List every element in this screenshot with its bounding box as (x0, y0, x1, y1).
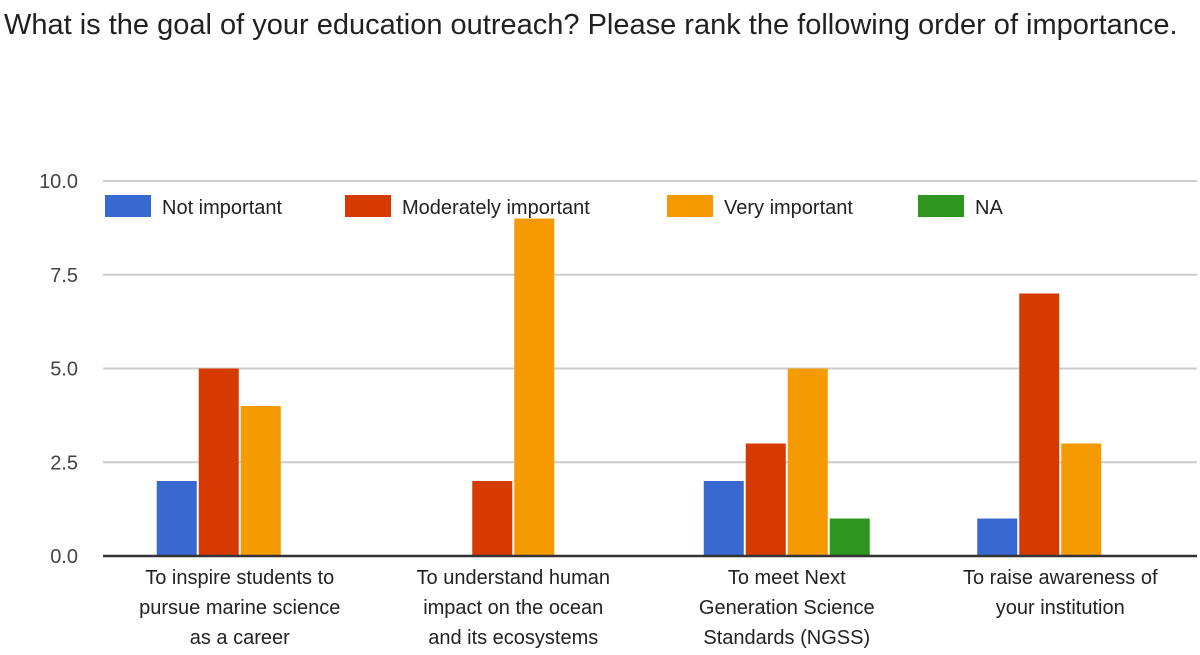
legend-swatch (667, 195, 713, 217)
x-tick-label: Standards (NGSS) (703, 627, 870, 649)
x-tick-label: and its ecosystems (428, 627, 598, 649)
bar-moderately-important (198, 368, 239, 556)
y-tick-label: 0.0 (50, 546, 78, 568)
x-tick-label: pursue marine science (139, 597, 340, 619)
legend-label: Moderately important (402, 197, 590, 219)
y-tick-label: 2.5 (50, 452, 78, 474)
bar-moderately-important (745, 443, 786, 556)
bar-very-important (514, 218, 555, 556)
bar-not-important (156, 481, 197, 556)
x-tick-label: your institution (996, 597, 1125, 619)
legend-label: NA (975, 197, 1003, 219)
bar-not-important (977, 518, 1018, 556)
bar-very-important (787, 368, 828, 556)
legend-label: Very important (724, 197, 853, 219)
x-tick-label: as a career (190, 627, 290, 649)
y-tick-label: 7.5 (50, 265, 78, 287)
bar-not-important (703, 481, 744, 556)
x-tick-label: To inspire students to (145, 567, 334, 589)
bar-very-important (240, 406, 281, 556)
bar-very-important (1061, 443, 1102, 556)
legend-label: Not important (162, 197, 282, 219)
x-tick-label: To meet Next (728, 567, 846, 589)
bar-moderately-important (1019, 293, 1060, 556)
chart-title: What is the goal of your education outre… (4, 9, 1178, 41)
x-tick-label: Generation Science (699, 597, 875, 619)
bar-moderately-important (472, 481, 513, 556)
x-tick-label: impact on the ocean (423, 597, 603, 619)
legend-swatch (345, 195, 391, 217)
legend-swatch (105, 195, 151, 217)
y-tick-label: 10.0 (39, 171, 78, 193)
legend-swatch (918, 195, 964, 217)
y-tick-label: 5.0 (50, 359, 78, 381)
x-tick-label: To understand human (417, 567, 610, 589)
x-tick-label: To raise awareness of (963, 567, 1158, 589)
bar-na (829, 518, 870, 556)
